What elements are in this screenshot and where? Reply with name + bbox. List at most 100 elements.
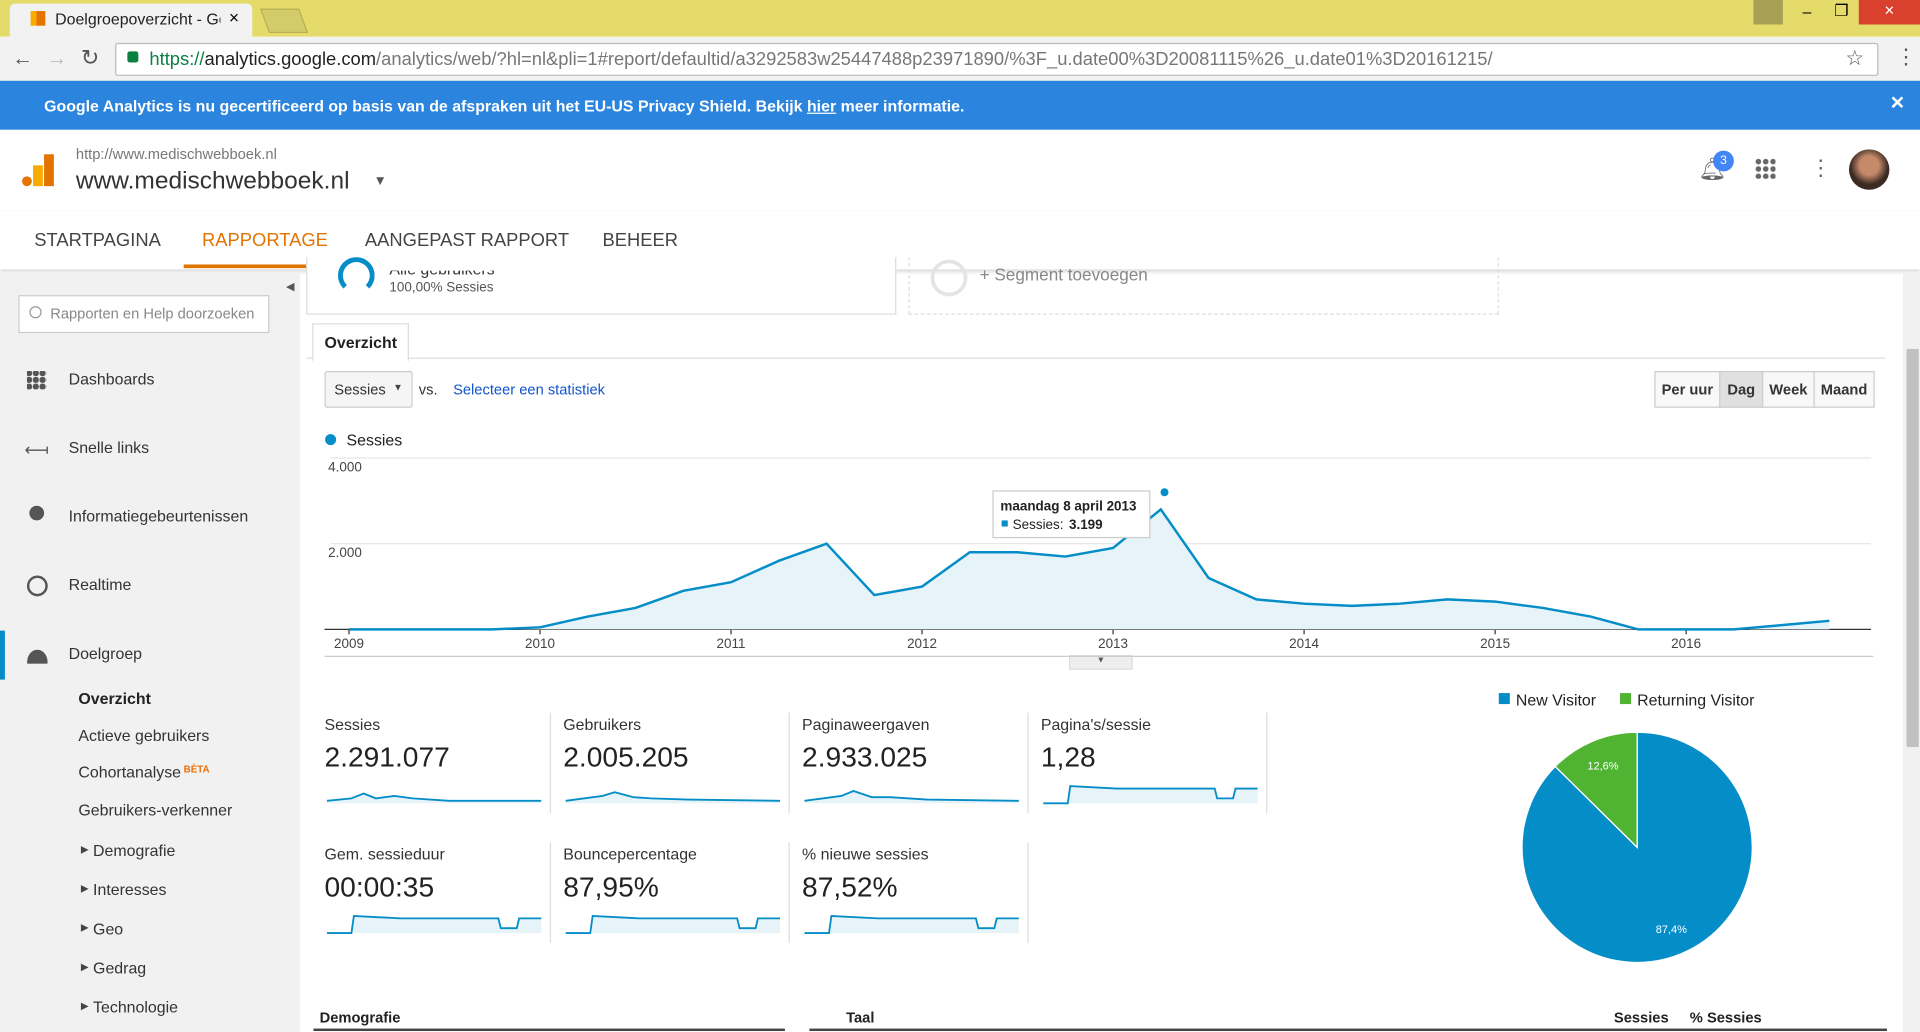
expand-triangle: ▶ xyxy=(80,843,89,855)
granularity-button[interactable]: Per uur xyxy=(1654,371,1721,408)
sparkline xyxy=(565,914,781,934)
bookmark-star[interactable]: ☆ xyxy=(1845,46,1864,70)
series-line xyxy=(348,507,1830,631)
sidebar-item[interactable]: Snelle links xyxy=(68,438,150,457)
sparkline-area xyxy=(565,792,781,804)
add-segment-box[interactable] xyxy=(908,257,1499,315)
sparkline xyxy=(804,790,1019,802)
legend-label: New Visitor xyxy=(1516,692,1597,709)
slice-label: 12,6% xyxy=(1587,760,1618,772)
metric-name: Bouncepercentage xyxy=(563,844,697,864)
pie-slice xyxy=(1554,731,1638,849)
vs-label: vs. xyxy=(418,380,438,398)
sidebar-subitem[interactable]: Overzicht xyxy=(78,689,151,708)
metric-name: Pagina's/sessie xyxy=(1040,715,1151,734)
beta-badge: BÈTA xyxy=(183,764,210,776)
tooltip-swatch xyxy=(1001,520,1008,527)
nav-item[interactable]: AANGEPAST RAPPORT xyxy=(364,230,570,252)
menu-button[interactable]: ⋮ xyxy=(1895,45,1917,69)
metric-separator xyxy=(1027,712,1029,814)
sparkline-area xyxy=(804,791,1019,804)
dropdown-arrow[interactable]: ▼ xyxy=(373,173,387,189)
scrollbar-thumb[interactable] xyxy=(1906,348,1919,747)
compare-link[interactable]: Selecteer een statistiek xyxy=(453,380,605,398)
x-tick-label: 2015 xyxy=(1480,636,1510,651)
x-tick-label: 2014 xyxy=(1289,636,1319,651)
metric-name: Sessies xyxy=(324,715,381,734)
new-tab[interactable] xyxy=(260,8,309,34)
sidebar-item[interactable]: Doelgroep xyxy=(68,644,143,663)
chart-expand[interactable]: ▼ xyxy=(1068,655,1133,670)
nav-item[interactable]: BEHEER xyxy=(602,230,678,252)
tab-close[interactable]: × xyxy=(228,7,240,27)
tooltip-value: 3.199 xyxy=(1069,517,1103,532)
metric-name: % nieuwe sessies xyxy=(802,844,929,864)
icon-links: ⟻ xyxy=(24,439,50,460)
sidebar-item[interactable]: Realtime xyxy=(68,575,132,594)
metric-value: 87,52% xyxy=(802,870,898,903)
search-box[interactable] xyxy=(18,295,270,334)
nav-item[interactable]: RAPPORTAGE xyxy=(202,230,328,252)
add-segment-ring xyxy=(930,259,968,297)
sidebar-subitem[interactable]: Gebruikers-verkenner xyxy=(78,800,233,820)
url-path: /analytics/web/?hl=nl&pli=1#report/defau… xyxy=(376,48,1493,70)
sparkline-area xyxy=(804,915,1019,934)
legend-swatch xyxy=(1498,693,1510,705)
sparkline xyxy=(565,791,781,802)
sidebar-subitem[interactable]: Cohortanalyse xyxy=(78,762,182,782)
metric-name: Paginaweergaven xyxy=(802,715,930,734)
banner-close[interactable]: × xyxy=(1890,90,1905,117)
banner-link[interactable]: hier xyxy=(806,96,837,116)
metric-value: 2.933.025 xyxy=(802,740,928,773)
metric-value: 00:00:35 xyxy=(324,870,435,903)
sidebar-subitem[interactable]: Gedrag xyxy=(93,958,147,978)
overview-tab[interactable]: Overzicht xyxy=(312,323,410,362)
sparkline xyxy=(326,914,542,934)
sparkline-area xyxy=(565,915,781,934)
metric-value: 1,28 xyxy=(1040,740,1096,773)
site-name[interactable]: www.medischwebboek.nl xyxy=(75,167,350,195)
table-header-sessions: Sessies xyxy=(1613,1008,1669,1027)
reload-button[interactable]: ↻ xyxy=(80,45,100,70)
sidebar-subitem[interactable]: Demografie xyxy=(93,841,176,860)
metric-separator xyxy=(549,842,552,943)
sparkline xyxy=(804,914,1019,934)
sparkline xyxy=(1043,785,1258,805)
avatar[interactable] xyxy=(1848,149,1890,190)
icon-audience xyxy=(24,646,51,664)
forward-button[interactable]: → xyxy=(46,46,68,70)
table-rule xyxy=(313,1028,785,1032)
address-bar[interactable] xyxy=(115,42,1879,76)
banner-text: Google Analytics is nu gecertificeerd op… xyxy=(44,96,807,116)
nav-item[interactable]: STARTPAGINA xyxy=(34,230,161,252)
granularity-button[interactable]: Maand xyxy=(1813,371,1875,408)
sparkline-area xyxy=(326,793,542,804)
granularity-button[interactable]: Week xyxy=(1762,371,1815,408)
expand-triangle: ▶ xyxy=(80,882,89,894)
apps-button[interactable] xyxy=(1754,157,1776,179)
granularity-button[interactable]: Dag xyxy=(1719,371,1764,408)
metric-value: 2.291.077 xyxy=(324,740,450,773)
sidebar-item[interactable]: Informatiegebeurtenissen xyxy=(68,506,249,526)
series-area xyxy=(348,509,1830,630)
segment-name: Alle gebruikers xyxy=(389,271,494,278)
add-segment[interactable]: + Segment toevoegen xyxy=(979,264,1148,285)
back-button[interactable]: ← xyxy=(12,46,34,70)
select-arrow: ▼ xyxy=(393,382,403,394)
collapse-button[interactable]: ◀ xyxy=(285,280,295,293)
sidebar-item[interactable]: Dashboards xyxy=(68,369,155,389)
sidebar-subitem[interactable]: Actieve gebruikers xyxy=(78,726,210,745)
url-host: analytics.google.com xyxy=(204,48,377,70)
metric-select[interactable] xyxy=(324,371,413,408)
sidebar-subitem[interactable]: Technologie xyxy=(93,997,179,1017)
url: https://analytics.google.com/analytics/w… xyxy=(149,49,1492,70)
tooltip-label: Sessies: xyxy=(1013,517,1064,532)
metric-separator xyxy=(1266,712,1268,814)
more-button[interactable]: ⋮ xyxy=(1809,155,1832,181)
sidebar-subitem[interactable]: Interesses xyxy=(93,880,167,899)
sidebar-subitem[interactable]: Geo xyxy=(93,919,124,938)
sparkline-area xyxy=(1043,786,1258,804)
segment-box[interactable] xyxy=(306,257,897,315)
tab[interactable] xyxy=(9,3,253,37)
legend-label: Sessies xyxy=(347,433,403,450)
